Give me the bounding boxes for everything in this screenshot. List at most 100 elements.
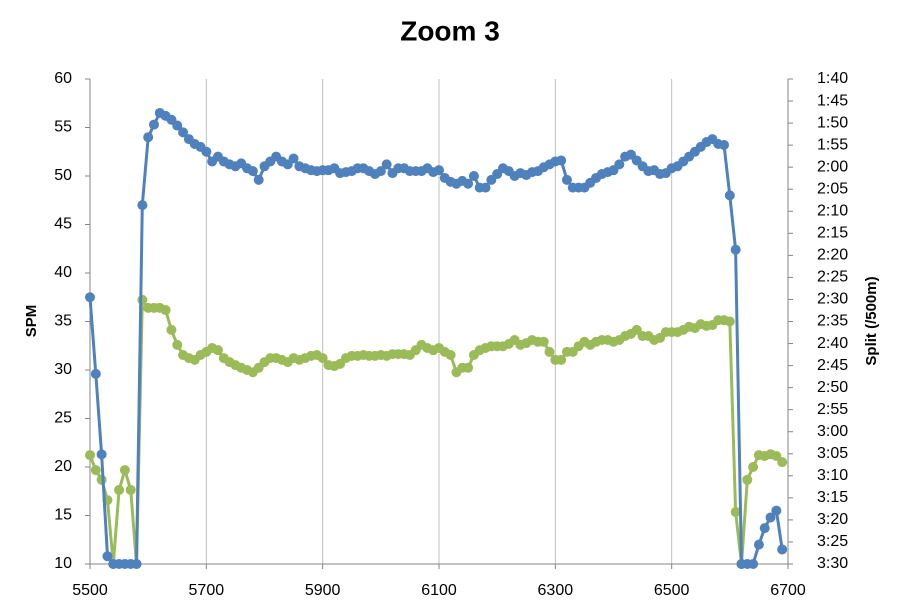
data-point — [480, 182, 491, 193]
x-tick-label: 6300 — [538, 582, 574, 599]
chart-title: Zoom 3 — [400, 15, 500, 46]
data-point — [724, 316, 735, 327]
y2-tick-label: 2:05 — [817, 180, 848, 197]
data-point — [172, 120, 183, 131]
data-point — [730, 244, 741, 255]
y2-axis-title: Split (/500m) — [863, 276, 880, 365]
data-point — [719, 139, 730, 150]
data-point — [90, 465, 101, 476]
data-point — [85, 292, 95, 303]
data-point — [556, 354, 567, 365]
data-point — [463, 362, 474, 373]
data-point — [375, 166, 386, 177]
data-point — [556, 155, 567, 166]
data-point — [538, 336, 549, 347]
y2-tick-label: 1:50 — [817, 114, 848, 131]
y-tick-label: 50 — [54, 167, 72, 184]
data-point — [288, 153, 299, 164]
y2-tick-label: 2:30 — [817, 291, 848, 308]
x-tick-label: 5900 — [305, 582, 341, 599]
y2-tick-label: 3:30 — [817, 555, 848, 572]
y-tick-label: 40 — [54, 264, 72, 281]
y-tick-label: 25 — [54, 410, 72, 427]
data-point — [434, 165, 444, 176]
data-point — [137, 200, 148, 211]
data-point — [96, 449, 107, 460]
y2-tick-label: 1:40 — [817, 70, 848, 87]
y2-tick-label: 3:10 — [817, 467, 848, 484]
data-point — [125, 484, 136, 495]
data-point — [544, 346, 555, 357]
data-point — [253, 174, 264, 185]
y2-tick-label: 3:00 — [817, 423, 848, 440]
y2-tick-label: 2:40 — [817, 335, 848, 352]
data-point — [753, 539, 764, 550]
x-tick-label: 6500 — [654, 582, 690, 599]
data-point — [724, 190, 735, 201]
x-tick-label: 6100 — [421, 582, 457, 599]
data-point — [748, 559, 759, 569]
data-point — [730, 506, 741, 517]
y2-tick-label: 2:50 — [817, 379, 848, 396]
data-point — [148, 119, 159, 130]
data-point — [765, 512, 776, 523]
data-point — [131, 559, 142, 569]
y2-tick-label: 2:10 — [817, 202, 848, 219]
y2-tick-label: 3:05 — [817, 445, 848, 462]
series-line — [88, 298, 784, 566]
y2-tick-label: 3:15 — [817, 489, 848, 506]
data-point — [172, 339, 183, 350]
data-point — [178, 127, 189, 138]
y2-tick-label: 2:25 — [817, 269, 848, 286]
series-line — [88, 111, 784, 566]
y2-tick-label: 2:20 — [817, 247, 848, 264]
data-point — [381, 159, 392, 170]
data-point — [166, 324, 177, 335]
data-point — [137, 294, 148, 305]
data-point — [614, 159, 625, 170]
y2-tick-label: 2:45 — [817, 357, 848, 374]
data-point — [160, 305, 171, 316]
x-tick-label: 6700 — [770, 582, 806, 599]
y-tick-label: 10 — [54, 555, 72, 572]
y-tick-label: 30 — [54, 361, 72, 378]
y-tick-label: 60 — [54, 70, 72, 87]
data-point — [102, 551, 113, 562]
data-point — [771, 505, 782, 516]
y2-tick-label: 2:55 — [817, 401, 848, 418]
y2-tick-label: 1:45 — [817, 92, 848, 109]
data-point — [201, 146, 212, 157]
data-point — [777, 457, 788, 468]
y-tick-label: 55 — [54, 119, 72, 136]
data-point — [777, 544, 788, 555]
data-point — [143, 132, 154, 143]
y-tick-label: 35 — [54, 313, 72, 330]
y-tick-label: 20 — [54, 458, 72, 475]
x-tick-label: 5500 — [72, 582, 108, 599]
data-point — [463, 178, 474, 189]
data-point — [748, 462, 759, 472]
y2-tick-label: 2:00 — [817, 158, 848, 175]
y2-tick-label: 3:20 — [817, 511, 848, 528]
data-point — [114, 484, 125, 495]
x-tick-label: 5700 — [189, 582, 225, 599]
data-point — [247, 166, 258, 177]
data-point — [445, 350, 456, 361]
y-tick-label: 45 — [54, 216, 72, 233]
data-point — [742, 474, 753, 485]
y2-tick-label: 1:55 — [817, 136, 848, 153]
data-point — [90, 368, 101, 379]
y-axis-title: SPM — [23, 305, 40, 338]
data-point — [759, 523, 770, 534]
data-point — [212, 345, 223, 356]
y2-tick-label: 2:15 — [817, 225, 848, 242]
y2-tick-label: 3:25 — [817, 533, 848, 550]
data-point — [119, 465, 130, 476]
y-tick-label: 15 — [54, 507, 72, 524]
data-point — [85, 450, 95, 461]
data-point — [317, 353, 328, 364]
data-point — [561, 174, 572, 185]
data-point — [468, 171, 479, 181]
y2-tick-label: 2:35 — [817, 313, 848, 330]
